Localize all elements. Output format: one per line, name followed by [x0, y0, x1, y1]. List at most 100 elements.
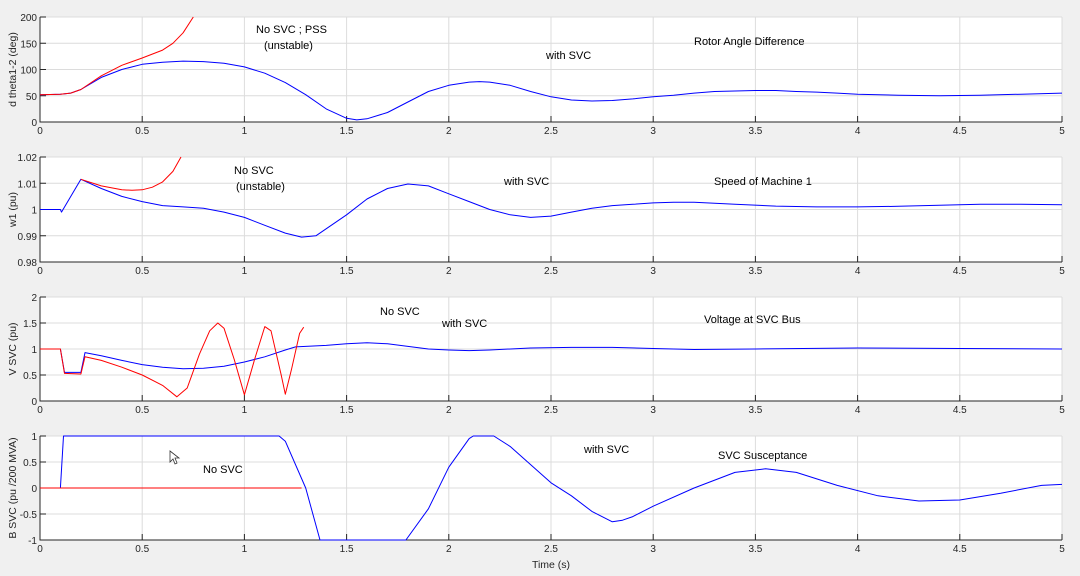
series-no-svc-line [39, 16, 194, 96]
annotation-with-svc: with SVC [583, 444, 629, 456]
annotation-no-svc: No SVC [234, 165, 274, 177]
y-tick-label: 2 [31, 293, 37, 304]
x-tick-label: 4 [855, 405, 861, 416]
annotation-speed-machine: Speed of Machine 1 [714, 176, 812, 188]
x-tick-label: 0 [37, 126, 43, 137]
y-axis-label: w1 (pu) [7, 192, 19, 228]
mouse-cursor-icon [169, 450, 181, 465]
x-tick-label: 4.5 [953, 126, 967, 137]
y-tick-label: 0.5 [23, 371, 37, 382]
y-tick-label: 100 [20, 66, 37, 77]
x-tick-label: 5 [1059, 126, 1065, 137]
x-tick-label: 0 [37, 266, 43, 277]
x-tick-label: 5 [1059, 405, 1065, 416]
y-tick-label: 1.01 [18, 179, 38, 190]
x-tick-label: 1.5 [340, 266, 354, 277]
y-tick-label: 0.99 [18, 232, 38, 243]
x-tick-label: 3.5 [748, 544, 762, 555]
annotation-voltage-svc-bus: Voltage at SVC Bus [704, 314, 801, 326]
annotation-no-svc: No SVC [203, 464, 243, 476]
x-tick-label: 5 [1059, 544, 1065, 555]
x-tick-label: 2.5 [544, 126, 558, 137]
x-tick-label: 2 [446, 544, 452, 555]
x-tick-label: 1.5 [340, 126, 354, 137]
x-tick-label: 3 [650, 544, 656, 555]
series-no-svc-line [80, 156, 182, 191]
y-tick-label: 0.98 [18, 258, 38, 269]
y-tick-label: 1.5 [23, 319, 37, 330]
annotation-with-svc: with SVC [503, 176, 549, 188]
x-tick-label: 1.5 [340, 544, 354, 555]
x-tick-label: 0.5 [135, 126, 149, 137]
subplot-2: 0 0.5 1 1.5 2 2.5 3 3.5 4 4.5 5 0.98 0.99 1 1.01 1.02 w1… [7, 153, 1065, 277]
y-tick-label: 50 [26, 92, 38, 103]
annotation-unstable: (unstable) [236, 181, 285, 193]
x-tick-label: 4 [855, 266, 861, 277]
x-tick-label: 4.5 [953, 405, 967, 416]
x-tick-label: 0.5 [135, 544, 149, 555]
x-tick-label: 1 [242, 266, 248, 277]
x-tick-label: 0.5 [135, 405, 149, 416]
annotation-rotor-angle: Rotor Angle Difference [694, 36, 804, 48]
y-tick-label: 1 [31, 432, 37, 443]
x-tick-label: 2 [446, 126, 452, 137]
subplot-4: 0 0.5 1 1.5 2 2.5 3 3.5 4 4.5 5 -1 -0.5 0 0.5 1 B SVC (p… [7, 432, 1065, 555]
y-tick-label: 0 [31, 397, 37, 408]
x-tick-label: 2 [446, 266, 452, 277]
y-tick-label: 1 [31, 206, 37, 217]
series-with-svc-line [40, 342, 1063, 373]
series-with-svc-line [40, 178, 1063, 238]
y-tick-label: 150 [20, 39, 37, 50]
series-with-svc-line [40, 435, 1063, 541]
y-tick-label: 0 [31, 484, 37, 495]
x-tick-label: 1 [242, 405, 248, 416]
y-tick-label: 1.02 [18, 153, 38, 164]
axis-lines [39, 436, 1062, 541]
subplot-3: 0 0.5 1 1.5 2 2.5 3 3.5 4 4.5 5 0 0.5 1 1.5 2 V SVC (pu) [7, 293, 1065, 416]
x-tick-label: 4 [855, 544, 861, 555]
annotation-no-svc-pss: No SVC ; PSS [256, 24, 327, 36]
annotation-svc-susceptance: SVC Susceptance [718, 450, 807, 462]
series-no-svc-line [40, 322, 305, 398]
y-axis-label: B SVC (pu /200 MVA) [7, 437, 19, 538]
x-tick-label: 0.5 [135, 266, 149, 277]
y-tick-label: 1 [31, 345, 37, 356]
y-tick-label: 0 [31, 118, 37, 129]
x-tick-label: 2 [446, 405, 452, 416]
x-tick-label: 3.5 [748, 266, 762, 277]
x-tick-label: 3 [650, 126, 656, 137]
annotation-unstable: (unstable) [264, 40, 313, 52]
y-tick-label: -1 [28, 536, 37, 547]
annotation-with-svc: with SVC [545, 50, 591, 62]
series-with-svc-line [39, 60, 1063, 121]
x-tick-label: 1.5 [340, 405, 354, 416]
y-tick-label: -0.5 [20, 510, 38, 521]
annotation-no-svc: No SVC [380, 306, 420, 318]
y-tick-label: 0.5 [23, 458, 37, 469]
x-tick-label: 1 [242, 544, 248, 555]
x-tick-label: 2.5 [544, 266, 558, 277]
x-tick-label: 2.5 [544, 544, 558, 555]
axis-lines [39, 297, 1062, 402]
y-tick-label: 200 [20, 13, 37, 24]
x-tick-label: 3 [650, 266, 656, 277]
y-axis-label: V SVC (pu) [7, 322, 19, 375]
x-tick-label: 3.5 [748, 126, 762, 137]
axis-lines [39, 17, 1062, 123]
y-axis-label: d theta1-2 (deg) [7, 32, 19, 107]
x-tick-label: 0 [37, 544, 43, 555]
x-tick-label: 3 [650, 405, 656, 416]
x-tick-label: 2.5 [544, 405, 558, 416]
x-tick-label: 4.5 [953, 266, 967, 277]
x-axis-label: Time (s) [532, 559, 570, 571]
x-tick-label: 5 [1059, 266, 1065, 277]
annotation-with-svc: with SVC [441, 318, 487, 330]
axis-lines [39, 157, 1062, 263]
x-tick-label: 4.5 [953, 544, 967, 555]
x-tick-label: 4 [855, 126, 861, 137]
x-tick-label: 1 [242, 126, 248, 137]
x-tick-label: 0 [37, 405, 43, 416]
x-tick-label: 3.5 [748, 405, 762, 416]
